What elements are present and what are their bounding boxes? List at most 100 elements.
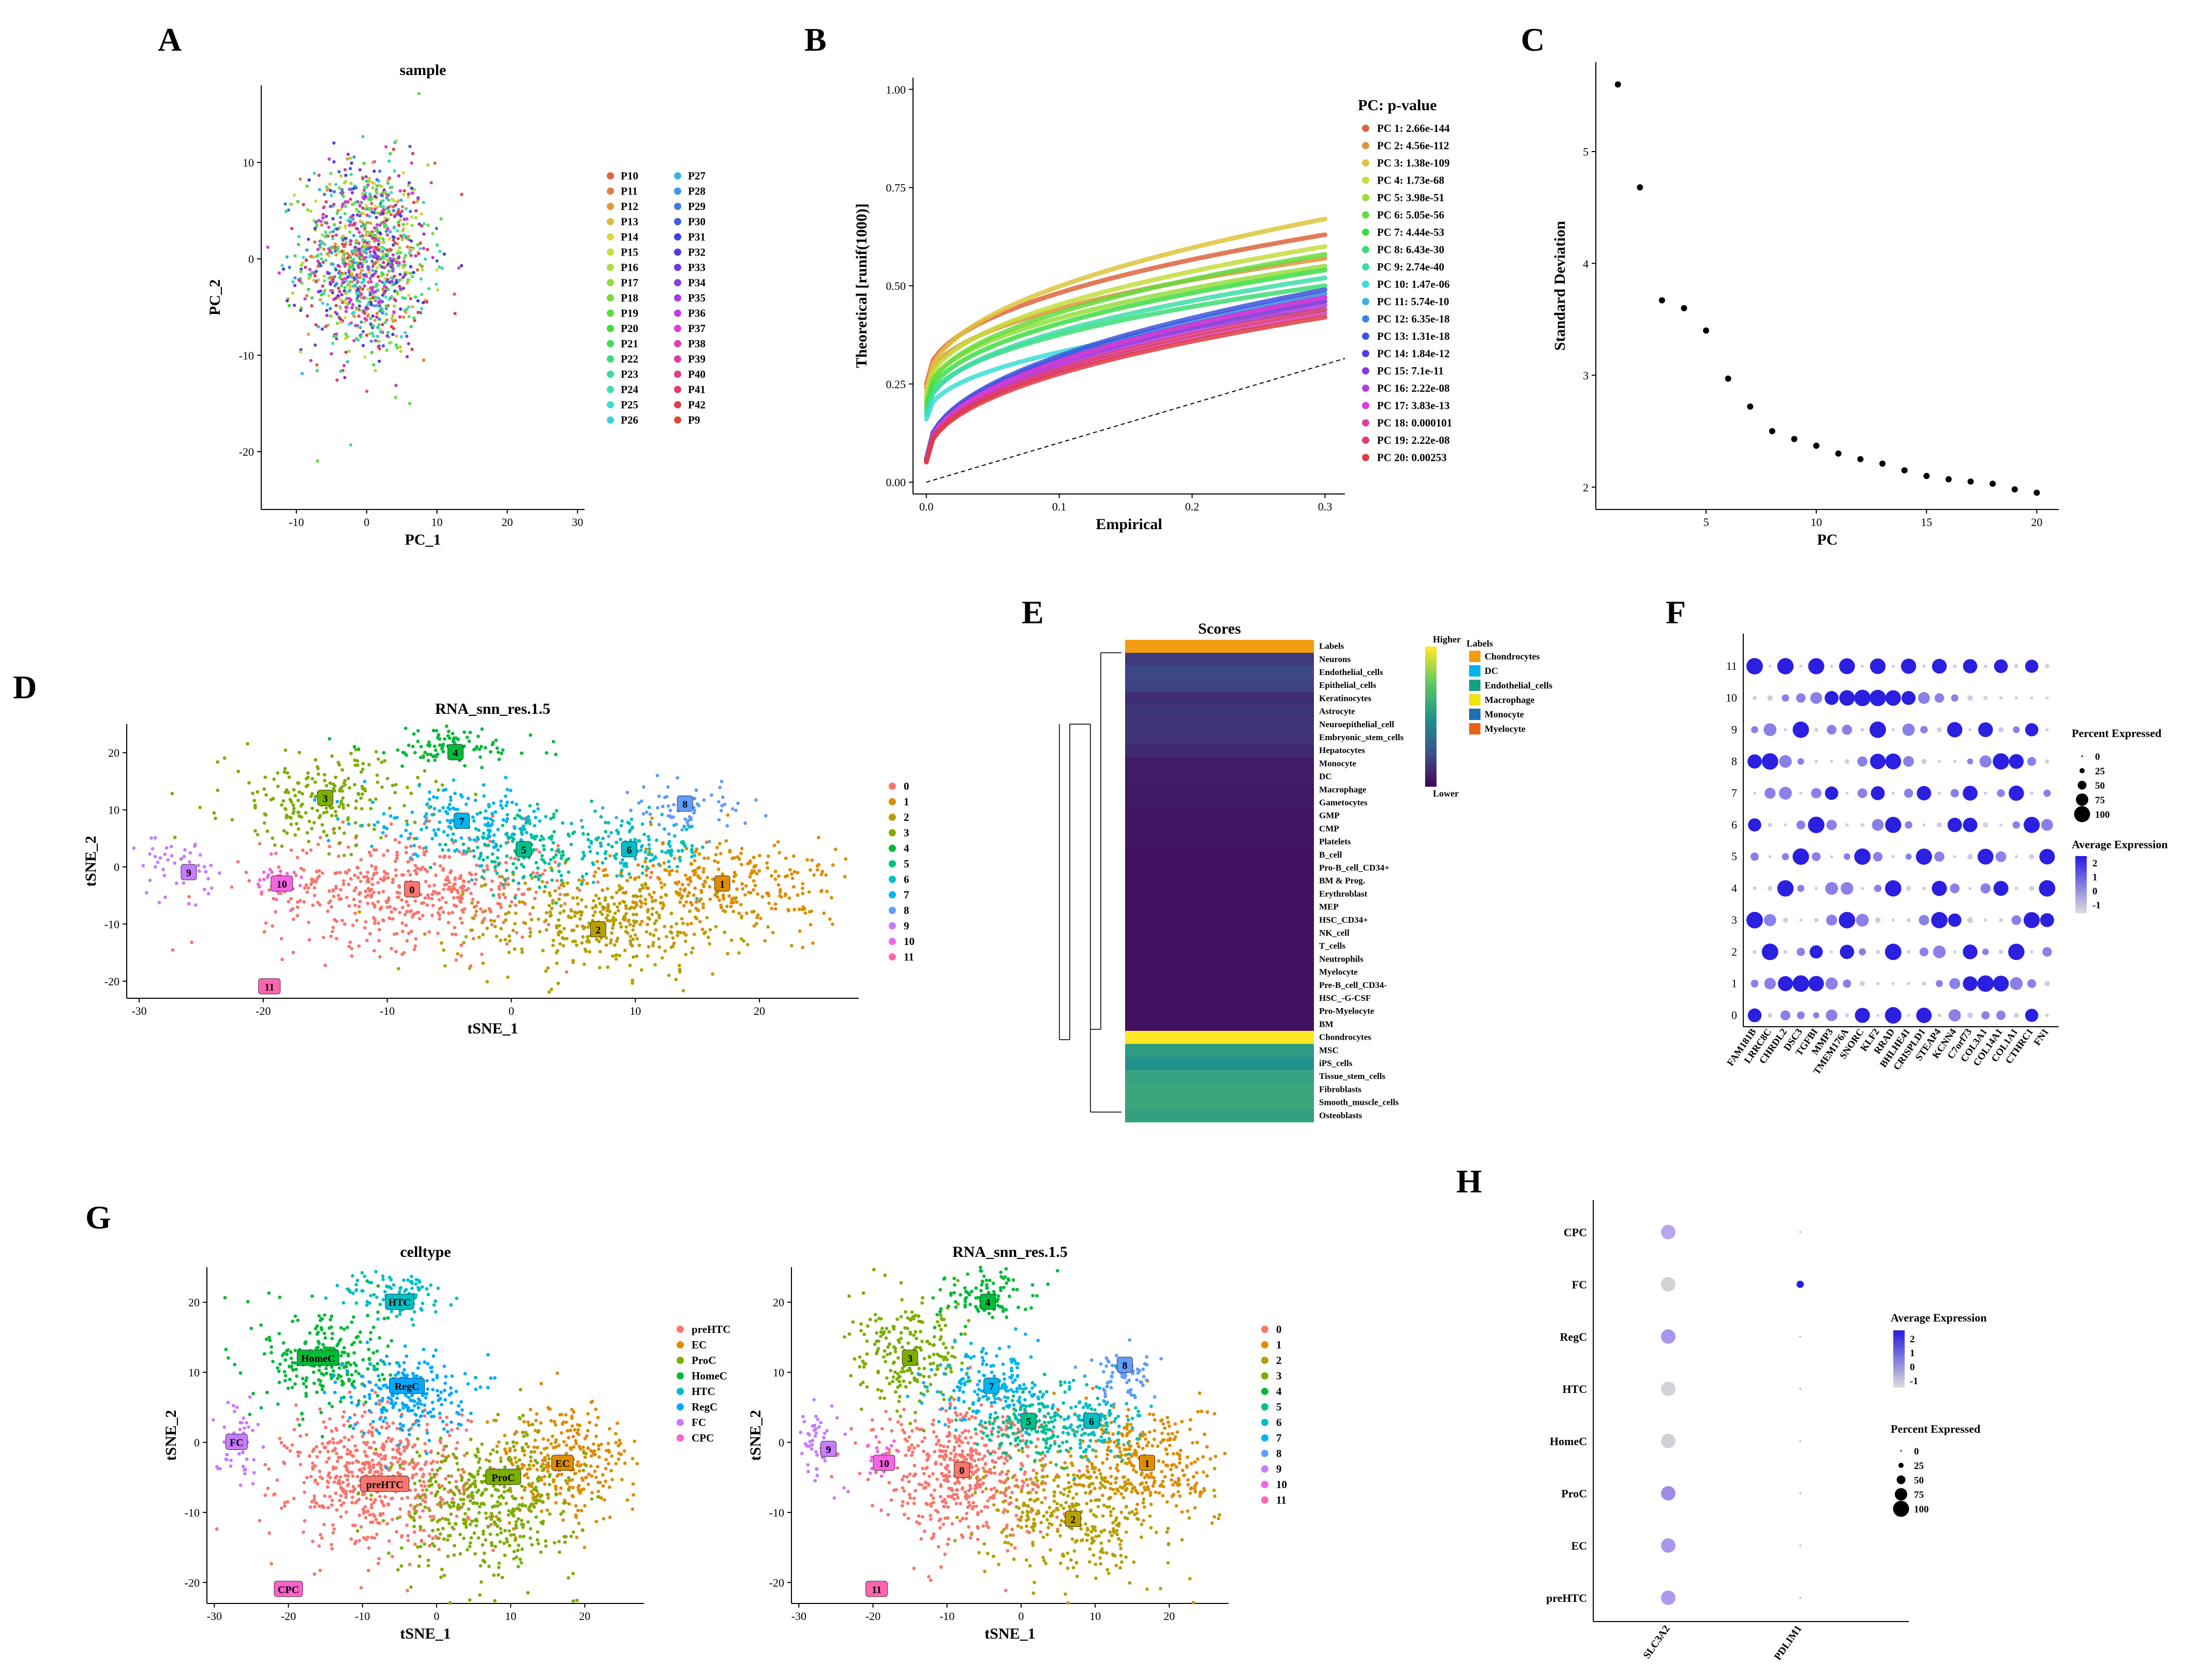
data-point [600,1496,603,1500]
data-point [474,909,478,913]
legend-label: P17 [621,277,638,289]
data-point [403,726,408,730]
data-point [393,859,397,863]
data-point [391,319,395,323]
data-point [441,910,445,914]
data-point [434,748,438,752]
data-point [362,273,366,277]
data-point [408,144,412,148]
dot [1907,982,1910,985]
data-point [585,872,589,876]
data-point [357,210,361,214]
data-point [690,848,694,852]
data-point [438,809,442,813]
dot [1845,791,1849,795]
data-point [163,895,167,899]
data-point [411,191,415,195]
data-point [452,738,456,742]
data-point [455,1514,459,1518]
data-point [257,885,261,889]
data-point [719,808,723,813]
dot [2039,849,2055,865]
data-point [359,1525,363,1529]
data-point [351,252,355,256]
data-point [350,280,354,283]
dot [1784,823,1787,827]
data-point [721,893,725,897]
legend-swatch [1362,437,1369,444]
data-point [618,902,622,905]
data-point [667,865,671,869]
data-point [318,262,321,265]
data-point [431,904,435,907]
data-point [621,891,625,895]
data-point [604,1479,607,1483]
data-point [735,887,739,891]
data-point [702,856,706,860]
data-point [594,837,598,841]
data-point [529,733,532,737]
colorbar-step [1425,653,1437,658]
data-point [576,1508,580,1512]
data-point [378,907,382,911]
legend-label: P33 [688,261,706,274]
y-tick-label: 10 [188,1366,200,1379]
row-label: Gametocytes [1319,798,1368,807]
data-point [532,809,536,813]
data-point [314,220,318,224]
dot [1933,946,1946,958]
data-point [402,233,406,237]
data-point [313,240,317,244]
data-point [376,820,380,824]
data-point [368,798,372,802]
dot [1947,817,1962,832]
data-point [506,882,511,887]
data-point [327,294,331,297]
data-point [606,965,610,969]
data-point [536,866,540,870]
data-point [449,869,453,873]
data-point [563,902,567,906]
heatmap-row [1125,1057,1314,1071]
data-point [346,803,350,807]
data-point [620,886,624,890]
data-point [359,1586,363,1590]
data-point [665,935,668,939]
data-point [312,1572,317,1576]
data-point [307,178,311,182]
data-point [366,313,370,317]
data-point [454,1447,458,1451]
data-point [349,173,353,176]
cluster-label: 7 [459,816,465,828]
data-point [363,228,367,232]
data-point [593,1452,596,1457]
legend-swatch [889,829,896,836]
data-point [339,298,343,302]
data-point [343,922,347,926]
data-point [447,802,452,806]
data-point [631,937,635,941]
data-point [685,894,690,898]
data-point [562,909,566,913]
data-point [578,917,582,921]
data-point [647,945,651,949]
data-point [391,235,395,239]
data-point [187,895,191,899]
data-point [347,944,351,949]
data-point [407,184,410,187]
data-point [392,147,396,151]
data-point [405,910,409,913]
data-point [388,814,393,818]
data-point [644,883,648,887]
data-point [348,230,352,234]
data-point [361,792,364,796]
data-point [328,1476,332,1480]
data-point [355,865,359,869]
data-point [346,256,350,260]
colorbar-step [2075,890,2087,893]
x-tick-label: 30 [572,516,583,529]
data-point [530,918,534,922]
data-point [313,780,317,784]
heatmap-row [1125,1096,1314,1109]
data-point [630,817,634,821]
